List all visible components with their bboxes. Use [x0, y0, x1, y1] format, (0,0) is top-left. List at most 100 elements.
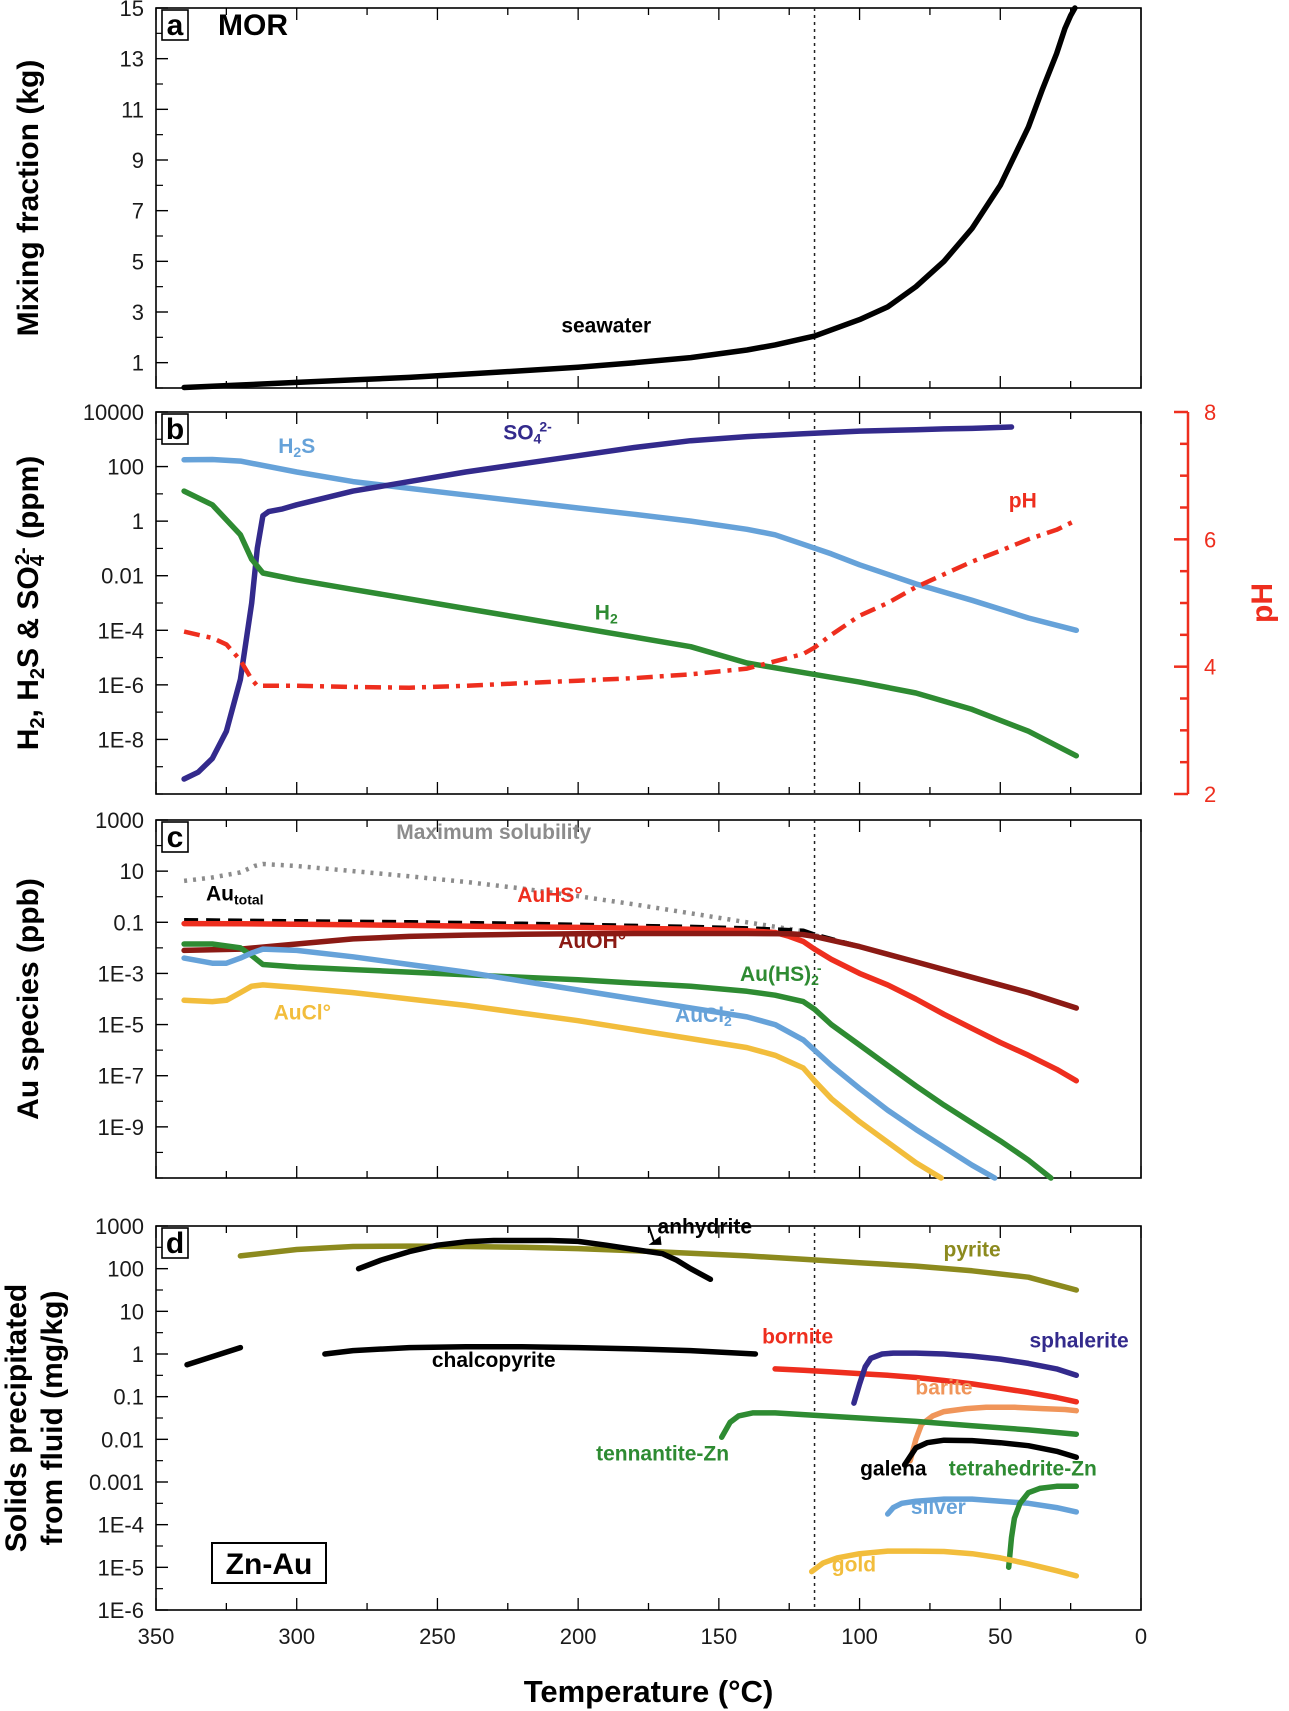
y-tick-label: 0.1 [113, 1385, 144, 1410]
annotation-aucl: AuCl° [274, 1001, 331, 1024]
y-tick-label: 100 [107, 1257, 144, 1282]
ylabel-text: (ppm) [12, 456, 45, 548]
y-tick-label: 1 [132, 1342, 144, 1367]
panel-x-ticks: 350 300 250 200 150 100 50 0 [138, 1226, 1147, 1649]
y-tick-label: 7 [132, 199, 144, 224]
system-label-text: Zn-Au [226, 1548, 313, 1581]
annotation-silver: silver [911, 1496, 966, 1519]
annotation-text: Au [206, 883, 234, 906]
annotation-superscript: - [817, 960, 822, 976]
annotation-subscript: 2 [293, 444, 301, 460]
x-tick-label: 300 [278, 1624, 315, 1649]
annotation-so: SO42- [503, 418, 552, 447]
panel-label-box [161, 821, 189, 853]
annotation-text: H [278, 435, 293, 458]
annotation-bornite: bornite [762, 1325, 833, 1348]
ph-axis: 2 4 6 8 [1174, 400, 1216, 807]
y-tick-label: 1E-3 [98, 961, 144, 986]
annotation-auoh: AuOH° [558, 930, 626, 953]
annotation-text: SO [503, 421, 533, 444]
x-tick-label: 250 [419, 1624, 456, 1649]
ylabel-subscript: 2 [27, 717, 49, 728]
y-tick-label: 11 [121, 97, 144, 122]
y-tick-label: 1E-7 [98, 1064, 144, 1089]
y-tick-label: 1000 [95, 808, 144, 833]
ph-tick-label: 8 [1204, 400, 1216, 425]
annotation-h: H2 [595, 601, 618, 626]
panel-x-ticks [155, 820, 1142, 1178]
annotation-text: pyrite [944, 1239, 1001, 1262]
series-chalcopyrite-segment-1 [184, 1344, 244, 1368]
y-axis-label: Au species (ppb) [12, 878, 45, 1120]
y-tick-label: 1E-4 [98, 618, 144, 643]
ph-axis-label: pH [1246, 583, 1279, 623]
annotation-seawater: seawater [561, 314, 651, 337]
annotation-text: anhydrite [658, 1216, 753, 1239]
annotation-text: barite [915, 1377, 972, 1400]
y-tick-label: 3 [132, 300, 144, 325]
ylabel-subscript: 4 [27, 554, 49, 566]
panel-label: c [161, 821, 189, 854]
series-auoh [181, 930, 1080, 1011]
series-maximum-solubility [183, 861, 1077, 1011]
annotation-auhs: AuHS° [517, 884, 583, 907]
plot-frame [155, 411, 1142, 795]
ylabel-superscript: 2- [12, 547, 34, 565]
annotation-anhydrite: anhydrite [658, 1216, 753, 1239]
panel-b-y-ticks: 10000 100 1 0.01 1E-4 1E-6 1E-8 [83, 400, 168, 795]
x-axis-label: Temperature (°C) [524, 1674, 774, 1709]
series-seawater [181, 5, 1078, 391]
annotation-text: H [595, 601, 610, 624]
x-tick-label: 0 [1135, 1624, 1147, 1649]
annotation-ph: pH [1009, 490, 1037, 513]
series-h2 [181, 488, 1080, 759]
y-tick-label: 1E-9 [98, 1115, 144, 1140]
annotation-text: chalcopyrite [432, 1349, 556, 1372]
annotation-text: sphalerite [1029, 1330, 1128, 1353]
series-bornite [772, 1366, 1080, 1405]
series-aucl [181, 982, 944, 1181]
annotation-text: tetrahedrite-Zn [949, 1458, 1097, 1481]
annotation-tennantite-zn: tennantite-Zn [596, 1443, 729, 1466]
y-tick-label: 1 [132, 509, 144, 534]
annotation-arrow-shaft [647, 1226, 656, 1244]
annotation-text: tennantite-Zn [596, 1443, 729, 1466]
y-tick-label: 1000 [95, 1214, 144, 1239]
panel-label-box [161, 413, 189, 445]
series-au-hs-2 [181, 941, 1054, 1181]
annotation-subscript: total [234, 892, 264, 908]
annotation-h: H2S [278, 435, 315, 460]
annotation-text: AuOH° [558, 930, 626, 953]
y-tick-label: 100 [107, 455, 144, 480]
annotation-subscript: 2 [724, 1013, 732, 1029]
system-label: Zn-Au [211, 1542, 327, 1584]
annotation-barite: barite [915, 1377, 972, 1400]
panel-letter: d [166, 1227, 184, 1260]
y-tick-label: 0.01 [101, 1427, 144, 1452]
series-aucl2 [181, 946, 998, 1181]
series-galena [901, 1437, 1080, 1468]
annotation-galena: galena [860, 1458, 927, 1481]
series-barite [907, 1404, 1080, 1464]
annotation-au: Autotal [206, 883, 264, 908]
y-tick-label: 0.01 [101, 564, 144, 589]
series-anhydrite [355, 1237, 714, 1283]
annotation-aucl: AuCl2- [675, 1001, 735, 1030]
y-tick-label: 0.001 [89, 1470, 144, 1495]
annotation-superscript: 2- [539, 418, 552, 434]
annotation-text: Maximum solubility [396, 821, 591, 844]
ph-tick-label: 2 [1204, 782, 1216, 807]
annotation-text: galena [860, 1458, 927, 1481]
panel-letter: a [167, 9, 184, 42]
y-tick-label: 1 [132, 351, 144, 376]
series-tetrahedrite-zn [1005, 1483, 1080, 1571]
series-gold [808, 1548, 1080, 1579]
annotation-superscript: - [730, 1001, 735, 1017]
annotation-maximum-solubility: Maximum solubility [396, 821, 591, 844]
x-tick-label: 350 [138, 1624, 175, 1649]
y-axis-label: H2, H2S & SO42- (ppm) [12, 456, 49, 751]
series-sphalerite [851, 1350, 1080, 1406]
annotation-text: pH [1009, 490, 1037, 513]
series-tennantite-zn [718, 1410, 1080, 1440]
